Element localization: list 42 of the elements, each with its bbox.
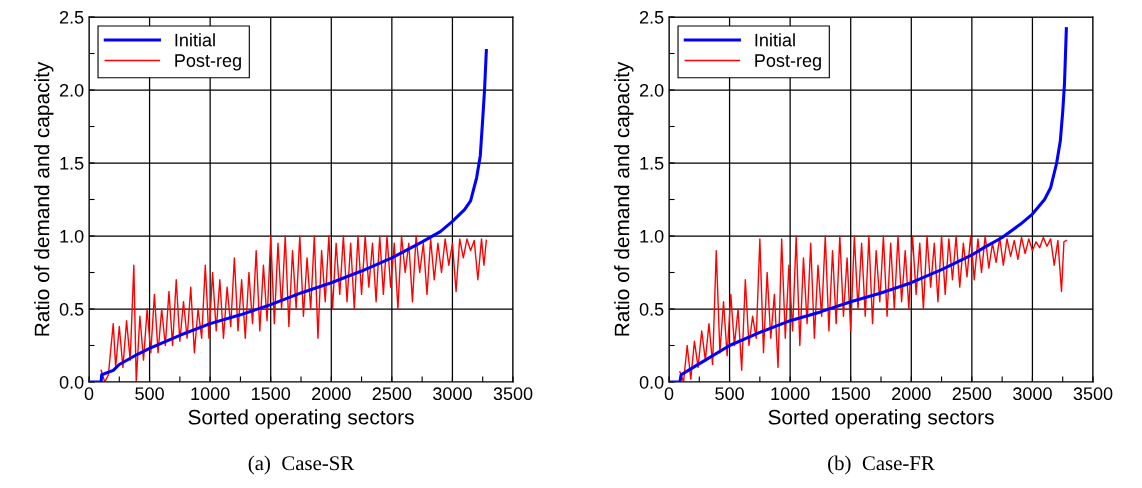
x-tick-label: 1500 — [832, 387, 871, 401]
text: (b) Case-FR — [828, 455, 935, 475]
y-tick-label: 1.0 — [60, 229, 84, 243]
x-tick-label: 1500 — [252, 387, 291, 401]
y-tick-label: 0.0 — [59, 375, 84, 389]
x-tick-label: 3000 — [433, 387, 472, 401]
line-series — [100, 235, 488, 382]
x-tick-label: 1000 — [191, 387, 230, 401]
x-tick-label: 3500 — [1073, 387, 1113, 401]
x-tick-label: 2000 — [312, 387, 351, 401]
y-tick-label: 2.0 — [639, 83, 664, 97]
x-tick-label: 500 — [135, 387, 164, 401]
y-tick-label: 0.5 — [639, 302, 664, 316]
y-axis-title: Ratio of demand and capacity — [34, 61, 54, 336]
text: (a) Case-SR — [248, 455, 355, 475]
x-axis-title: Sorted operating sectors — [188, 409, 414, 429]
x-tick-label: 500 — [715, 387, 744, 401]
x-tick-label: 2000 — [892, 387, 931, 401]
y-axis-title: Ratio of demand and capacity — [614, 61, 634, 336]
x-axis-title: Sorted operating sectors — [768, 409, 994, 429]
y-tick-label: 2.5 — [639, 10, 664, 24]
x-tick-label: 2500 — [952, 387, 992, 401]
legend-label: Post-reg — [175, 54, 241, 71]
x-tick-label: 0 — [664, 387, 674, 401]
line-series — [89, 49, 488, 382]
y-tick-label: 1.5 — [640, 157, 664, 170]
y-tick-label: 1.5 — [60, 157, 84, 170]
legend-label: Initial — [755, 33, 795, 47]
line-series — [669, 27, 1068, 382]
x-tick-label: 1000 — [771, 387, 810, 401]
line-series — [679, 235, 1068, 382]
legend-label: Initial — [175, 33, 215, 47]
y-tick-label: 2.5 — [59, 10, 84, 24]
y-tick-label: 1.0 — [640, 229, 664, 243]
x-tick-label: 3500 — [493, 387, 533, 401]
x-tick-label: 0 — [84, 387, 94, 401]
y-tick-label: 0.5 — [59, 302, 84, 316]
legend-label: Post-reg — [755, 54, 821, 71]
x-tick-label: 2500 — [372, 387, 412, 401]
y-tick-label: 0.0 — [639, 375, 664, 389]
y-tick-label: 2.0 — [59, 83, 84, 97]
x-tick-label: 3000 — [1013, 387, 1052, 401]
